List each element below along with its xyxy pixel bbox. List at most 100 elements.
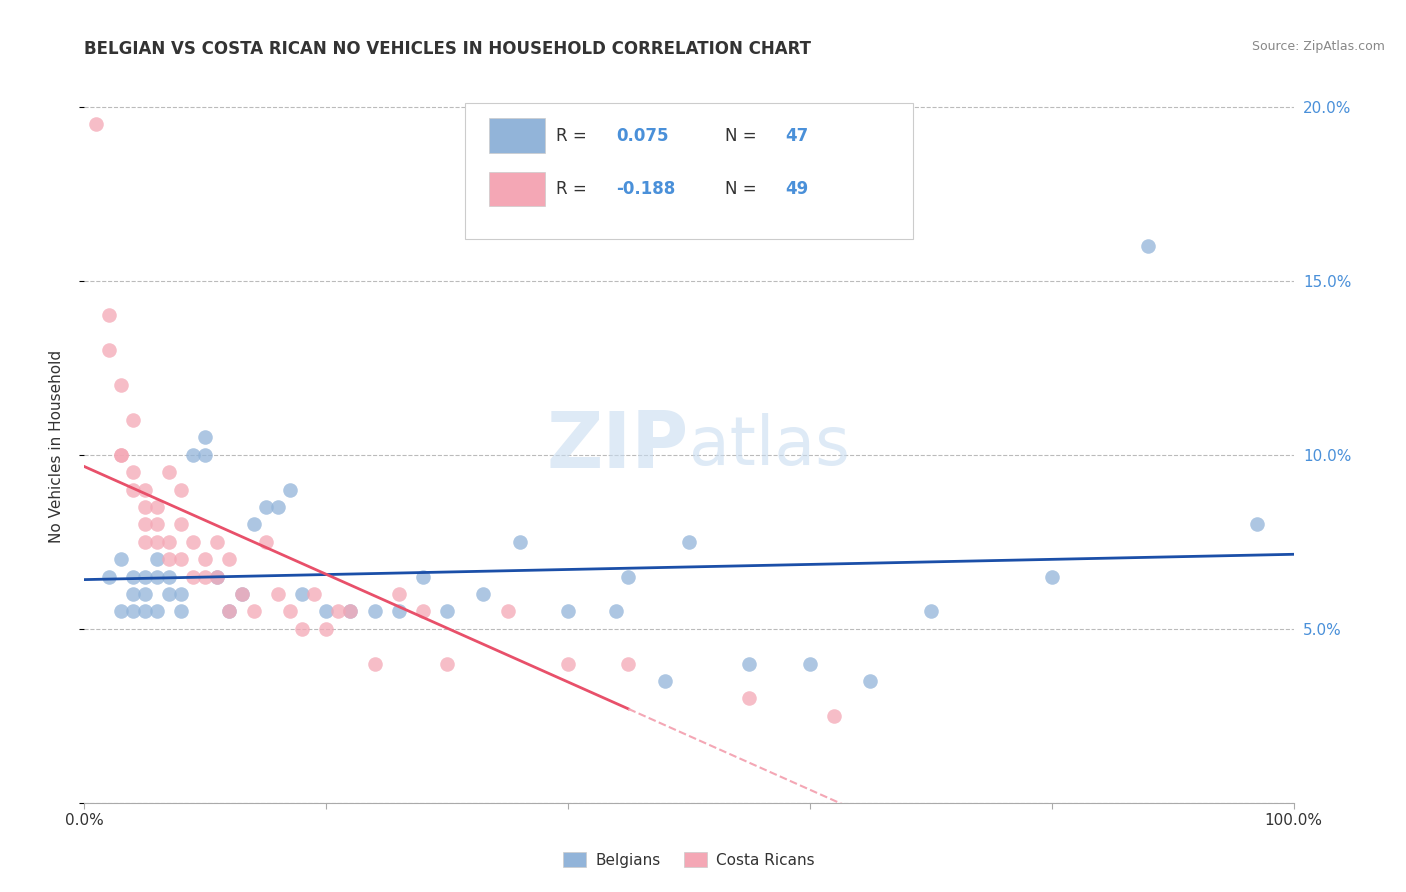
Point xyxy=(436,604,458,618)
Point xyxy=(134,483,156,497)
Point xyxy=(363,604,385,618)
Point xyxy=(412,569,434,583)
Point xyxy=(496,604,519,618)
Text: atlas: atlas xyxy=(689,413,849,479)
Point xyxy=(121,569,143,583)
Point xyxy=(207,569,229,583)
Point xyxy=(97,343,120,358)
Point xyxy=(315,622,337,636)
Point xyxy=(254,534,277,549)
Point xyxy=(328,604,350,618)
Point xyxy=(207,569,229,583)
Text: 47: 47 xyxy=(786,127,808,145)
Point xyxy=(110,448,132,462)
Point xyxy=(267,500,290,514)
Point xyxy=(110,552,132,566)
Point xyxy=(557,657,579,671)
Point xyxy=(242,517,264,532)
Point xyxy=(121,483,143,497)
Text: BELGIAN VS COSTA RICAN NO VEHICLES IN HOUSEHOLD CORRELATION CHART: BELGIAN VS COSTA RICAN NO VEHICLES IN HO… xyxy=(84,40,811,58)
Point xyxy=(315,604,337,618)
Point xyxy=(121,413,143,427)
Point xyxy=(134,517,156,532)
Point xyxy=(110,604,132,618)
Point xyxy=(339,604,361,618)
Point xyxy=(339,604,361,618)
Point xyxy=(86,117,108,131)
Point xyxy=(97,569,120,583)
Point xyxy=(218,604,240,618)
Point xyxy=(302,587,325,601)
Y-axis label: No Vehicles in Household: No Vehicles in Household xyxy=(49,350,63,542)
Point xyxy=(134,569,156,583)
Point xyxy=(436,657,458,671)
Point xyxy=(181,569,204,583)
Point xyxy=(605,604,627,618)
Point xyxy=(157,465,180,479)
Text: ZIP: ZIP xyxy=(547,408,689,484)
Point xyxy=(617,657,640,671)
Point xyxy=(157,587,180,601)
Point xyxy=(134,534,156,549)
Point xyxy=(557,604,579,618)
Point xyxy=(472,587,495,601)
Text: N =: N = xyxy=(725,127,756,145)
Point xyxy=(110,448,132,462)
FancyBboxPatch shape xyxy=(465,103,912,239)
Point xyxy=(170,552,193,566)
Point xyxy=(291,587,314,601)
Point xyxy=(388,587,411,601)
Point xyxy=(231,587,253,601)
Point xyxy=(134,604,156,618)
Point xyxy=(509,534,531,549)
Text: Source: ZipAtlas.com: Source: ZipAtlas.com xyxy=(1251,40,1385,54)
Point xyxy=(920,604,942,618)
Text: -0.188: -0.188 xyxy=(616,180,676,198)
FancyBboxPatch shape xyxy=(489,172,546,206)
Point xyxy=(738,691,761,706)
Point xyxy=(146,517,169,532)
Point xyxy=(121,604,143,618)
Text: N =: N = xyxy=(725,180,756,198)
Point xyxy=(170,587,193,601)
Point xyxy=(181,448,204,462)
Point xyxy=(170,483,193,497)
Text: 0.075: 0.075 xyxy=(616,127,669,145)
Point xyxy=(412,604,434,618)
FancyBboxPatch shape xyxy=(489,119,546,153)
Point xyxy=(121,465,143,479)
Point xyxy=(134,587,156,601)
Point xyxy=(1040,569,1063,583)
Legend: Belgians, Costa Ricans: Belgians, Costa Ricans xyxy=(557,846,821,873)
Text: 49: 49 xyxy=(786,180,808,198)
Point xyxy=(267,587,290,601)
Point xyxy=(738,657,761,671)
Text: R =: R = xyxy=(555,127,586,145)
Point xyxy=(207,534,229,549)
Point xyxy=(231,587,253,601)
Point xyxy=(363,657,385,671)
Point xyxy=(823,708,845,723)
Point xyxy=(170,604,193,618)
Point xyxy=(194,430,217,444)
Point xyxy=(1137,239,1160,253)
Point xyxy=(194,448,217,462)
Point xyxy=(194,569,217,583)
Point xyxy=(146,534,169,549)
Point xyxy=(1246,517,1268,532)
Point xyxy=(242,604,264,618)
Point xyxy=(146,604,169,618)
Point xyxy=(146,569,169,583)
Point xyxy=(194,552,217,566)
Point xyxy=(157,534,180,549)
Point xyxy=(799,657,821,671)
Point xyxy=(110,378,132,392)
Point xyxy=(291,622,314,636)
Point xyxy=(654,673,676,688)
Point xyxy=(134,500,156,514)
Point xyxy=(218,552,240,566)
Point xyxy=(146,552,169,566)
Point xyxy=(617,569,640,583)
Point xyxy=(121,587,143,601)
Point xyxy=(218,604,240,618)
